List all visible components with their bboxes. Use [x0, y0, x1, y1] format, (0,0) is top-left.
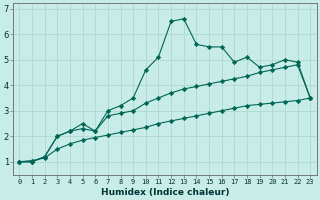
X-axis label: Humidex (Indice chaleur): Humidex (Indice chaleur): [100, 188, 229, 197]
